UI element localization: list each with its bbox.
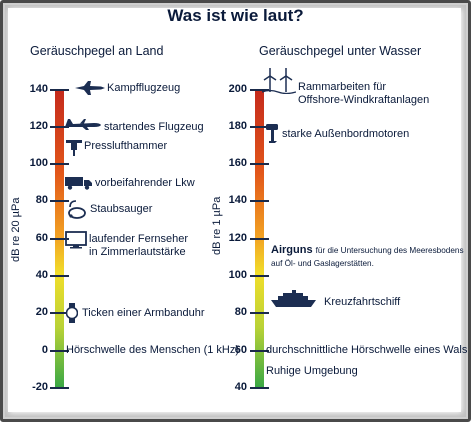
outboard-motor-icon [266,124,278,143]
land-item-tv-line1: laufender Fernseher [89,233,189,245]
cruise-ship-icon [271,290,316,307]
airplane-icon [65,119,101,130]
water-item-airgun: Airguns für die Untersuchung des Meeresb… [271,244,464,270]
water-tick [250,200,269,202]
water-tick-label: 40 [234,381,247,393]
land-item-vacuum: Staubsauger [90,203,153,215]
land-item-jet: Kampfflugzeug [107,82,181,94]
land-axis-label: dB re 20 µPa [10,197,22,262]
land-tick-label: -20 [32,381,48,393]
land-tick [50,238,69,240]
land-item-truck: vorbeifahrender Lkw [95,177,195,189]
land-tick-label: 140 [29,83,48,95]
water-tick [250,89,269,91]
land-item-watch: Ticken einer Armbanduhr [82,307,205,319]
wristwatch-icon [66,303,78,323]
water-item-pile-driving: Rammarbeiten für Offshore-Windkraftanlag… [298,81,429,106]
land-item-tv: laufender Fernseher in Zimmerlautstärke [89,233,188,258]
water-tick-label: 180 [228,120,247,132]
truck-icon [65,177,92,190]
water-tick [250,350,269,352]
land-tick-label: 80 [35,194,48,206]
jackhammer-icon [66,140,82,156]
land-tick-label: 100 [29,157,48,169]
land-item-tv-line2: in Zimmerlautstärke [89,245,186,258]
water-item-motor: starke Außenbordmotoren [282,128,410,140]
water-tick [250,275,269,277]
water-item-quiet: Ruhige Umgebung [266,365,358,377]
water-tick [250,312,269,314]
land-tick [50,200,69,202]
water-item-pile-line1: Rammarbeiten für [298,81,387,93]
land-tick [50,350,69,352]
wind-turbine-icon [262,68,296,94]
land-tick-label: 0 [41,344,48,356]
land-tick-label: 120 [29,120,48,132]
land-tick-label: 60 [35,232,48,244]
page-title: Was ist wie laut? [167,6,304,25]
water-item-airgun-rest: für die Untersuchung des Meeresbodens [315,246,464,255]
water-tick-label: 100 [228,269,247,281]
land-tick-label: 20 [35,306,48,318]
land-item-jackhammer: Presslufthammer [84,140,168,152]
land-tick [50,312,69,314]
water-tick [250,126,269,128]
land-tick [50,275,69,277]
land-tick [50,387,69,389]
television-icon [65,231,87,249]
water-tick-label: 160 [228,157,247,169]
vacuum-cleaner-icon [68,200,86,219]
water-item-airgun-line2: auf Öl- und Gaslagerstätten. [271,258,374,268]
water-item-cruise: Kreuzfahrtschiff [324,296,401,308]
water-tick-label: 200 [228,83,247,95]
water-item-pile-line2: Offshore-Windkraftanlagen [298,93,430,106]
water-tick [250,238,269,240]
water-tick-label: 140 [228,194,247,206]
land-item-plane: startendes Flugzeug [104,121,204,133]
land-tick [50,163,69,165]
water-item-airgun-bold: Airguns [271,244,313,256]
land-tick [50,126,69,128]
land-column-heading: Geräuschpegel an Land [30,44,164,58]
water-item-threshold: durchschnittliche Hörschwelle eines Wals [266,344,468,356]
water-tick-label: 80 [234,306,247,318]
land-tick [50,89,69,91]
water-tick [250,163,269,165]
water-tick-label: 60 [234,344,247,356]
fighter-jet-icon [75,81,105,95]
water-column-heading: Geräuschpegel unter Wasser [259,44,422,58]
land-item-threshold: Hörschwelle des Menschen (1 kHz) [66,344,240,356]
water-tick-label: 120 [228,232,247,244]
land-tick-label: 40 [35,269,48,281]
water-tick [250,387,269,389]
